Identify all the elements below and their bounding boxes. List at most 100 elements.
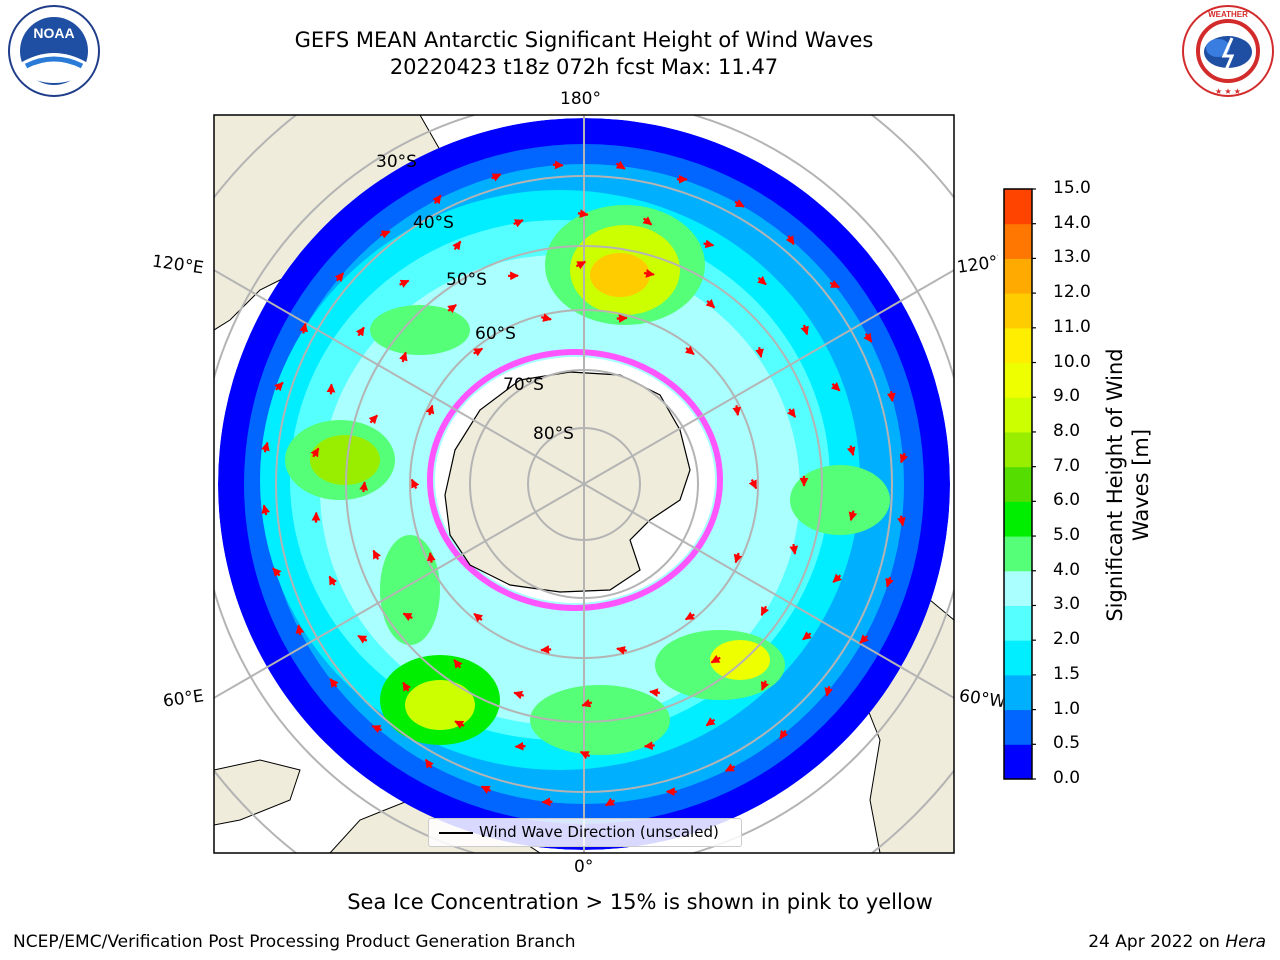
wind-wave-arrow (710, 654, 721, 664)
wind-wave-arrow (402, 612, 413, 622)
colorbar (1003, 188, 1036, 780)
wind-wave-arrow (355, 326, 365, 337)
wind-wave-arrow (732, 405, 742, 417)
wind-wave-arrow (786, 408, 797, 418)
wind-wave-arrow (372, 549, 382, 560)
wind-wave-arrow (513, 219, 524, 228)
lat-label-70s: 70°S (503, 375, 544, 395)
lat-label-80s: 80°S (533, 424, 574, 444)
colorbar-frame (1003, 188, 1033, 780)
colorbar-segment (1004, 605, 1032, 641)
noaa-logo: NOAA (8, 5, 100, 97)
graticule (214, 115, 954, 853)
wind-wave-arrow (885, 576, 894, 588)
wind-wave-arrow (616, 314, 628, 323)
colorbar-tick-label: 0.5 (1053, 733, 1081, 754)
colorbar-segment (1004, 536, 1032, 572)
wind-wave-arrow (410, 478, 420, 489)
colorbar-tick-label: 10.0 (1053, 351, 1091, 372)
colorbar-tick-label: 4.0 (1053, 559, 1081, 580)
colorbar-segment (1004, 258, 1032, 294)
wind-wave-arrow (846, 445, 856, 457)
wind-wave-arrow (616, 646, 627, 655)
wind-wave-arrow (274, 381, 284, 392)
chart-subtitle: 20220423 t18z 072h fcst Max: 11.47 (389, 55, 779, 79)
wind-wave-arrow (299, 322, 309, 334)
wind-wave-arrow (579, 750, 591, 760)
wind-wave-arrow (399, 351, 408, 363)
wind-wave-arrow (779, 729, 789, 740)
wind-wave-arrow (473, 612, 484, 623)
wind-wave-arrow (848, 510, 858, 522)
colorbar-tick-label: 11.0 (1053, 316, 1091, 337)
wind-wave-arrow (380, 230, 391, 239)
colorbar-segment (1004, 466, 1032, 502)
wind-wave-arrow (540, 645, 552, 654)
colorbar-tick-label: 0.0 (1053, 768, 1081, 788)
wind-wave-arrow (402, 681, 412, 692)
wind-wave-arrow (513, 690, 525, 700)
wind-wave-arrow (703, 239, 715, 249)
colorbar-segment (1004, 709, 1032, 745)
sea-ice-note: Sea Ice Concentration > 15% is shown in … (347, 890, 933, 914)
colorbar-tick-label: 8.0 (1053, 420, 1081, 441)
colorbar-segment (1004, 640, 1032, 676)
wind-wave-arrow (832, 573, 843, 583)
wind-wave-arrow (802, 631, 812, 641)
wind-wave-arrow (371, 725, 382, 734)
wind-wave-arrow (334, 272, 345, 283)
colorbar-segment (1004, 674, 1032, 711)
wind-wave-arrow (886, 391, 896, 402)
footer-date: 24 Apr 2022 on Hera (1088, 932, 1266, 952)
colorbar-tick-label: 15.0 (1053, 178, 1091, 198)
svg-text:WEATHER: WEATHER (1208, 10, 1248, 19)
wind-wave-arrow (368, 414, 379, 425)
wind-wave-arrow (649, 688, 661, 697)
wind-wave-arrow (310, 447, 320, 458)
wind-wave-arrow (552, 160, 564, 170)
colorbar-tick-label: 1.5 (1053, 663, 1081, 684)
colorbar-segment (1004, 431, 1032, 468)
colorbar-segment (1004, 570, 1032, 606)
colorbar-tick-label: 9.0 (1053, 386, 1081, 407)
lat-label-30s: 30°S (376, 152, 417, 172)
wind-wave-arrow (452, 240, 462, 251)
svg-text:★ ★ ★: ★ ★ ★ (1215, 87, 1241, 96)
colorbar-segment (1004, 397, 1032, 433)
wind-wave-arrow (733, 552, 743, 564)
wind-wave-arrow (473, 347, 484, 357)
wind-wave-arrow (541, 313, 552, 322)
wind-wave-arrow (760, 605, 770, 617)
colorbar-tick-label: 7.0 (1053, 455, 1081, 476)
wind-wave-arrow (359, 481, 368, 493)
colorbar-tick-label: 2.0 (1053, 629, 1081, 650)
lon-label-0: 0° (574, 857, 594, 877)
map-frame (213, 114, 955, 854)
colorbar-tick-label: 6.0 (1053, 490, 1081, 511)
colorbar-segment (1004, 362, 1032, 398)
wind-wave-arrow (897, 515, 906, 527)
wind-wave-arrow (581, 698, 593, 708)
colorbar-segment (1004, 744, 1032, 780)
lon-label-180: 180° (560, 89, 601, 109)
footer-date-text: 24 Apr 2022 on (1088, 932, 1220, 952)
wind-wave-arrow (684, 345, 695, 356)
wind-wave-arrow (643, 741, 655, 750)
wind-wave-arrow (724, 763, 736, 772)
colorbar-tick-label: 12.0 (1053, 282, 1091, 303)
colorbar-segment (1004, 501, 1032, 537)
wind-wave-arrow (642, 216, 653, 226)
wind-wave-arrow (605, 797, 615, 807)
colorbar-segment (1004, 189, 1032, 225)
wind-wave-arrow (615, 160, 626, 170)
footer-branch: NCEP/EMC/Verification Post Processing Pr… (13, 932, 576, 952)
wind-wave-arrow (329, 678, 339, 688)
legend-label: Wind Wave Direction (unscaled) (479, 823, 719, 841)
wind-wave-arrow (757, 275, 767, 286)
wind-wave-arrow (684, 611, 695, 621)
wind-wave-arrow (575, 260, 587, 270)
svg-text:NOAA: NOAA (33, 25, 74, 41)
wind-wave-arrow (447, 303, 457, 314)
chart-title: GEFS MEAN Antarctic Significant Height o… (294, 28, 874, 52)
